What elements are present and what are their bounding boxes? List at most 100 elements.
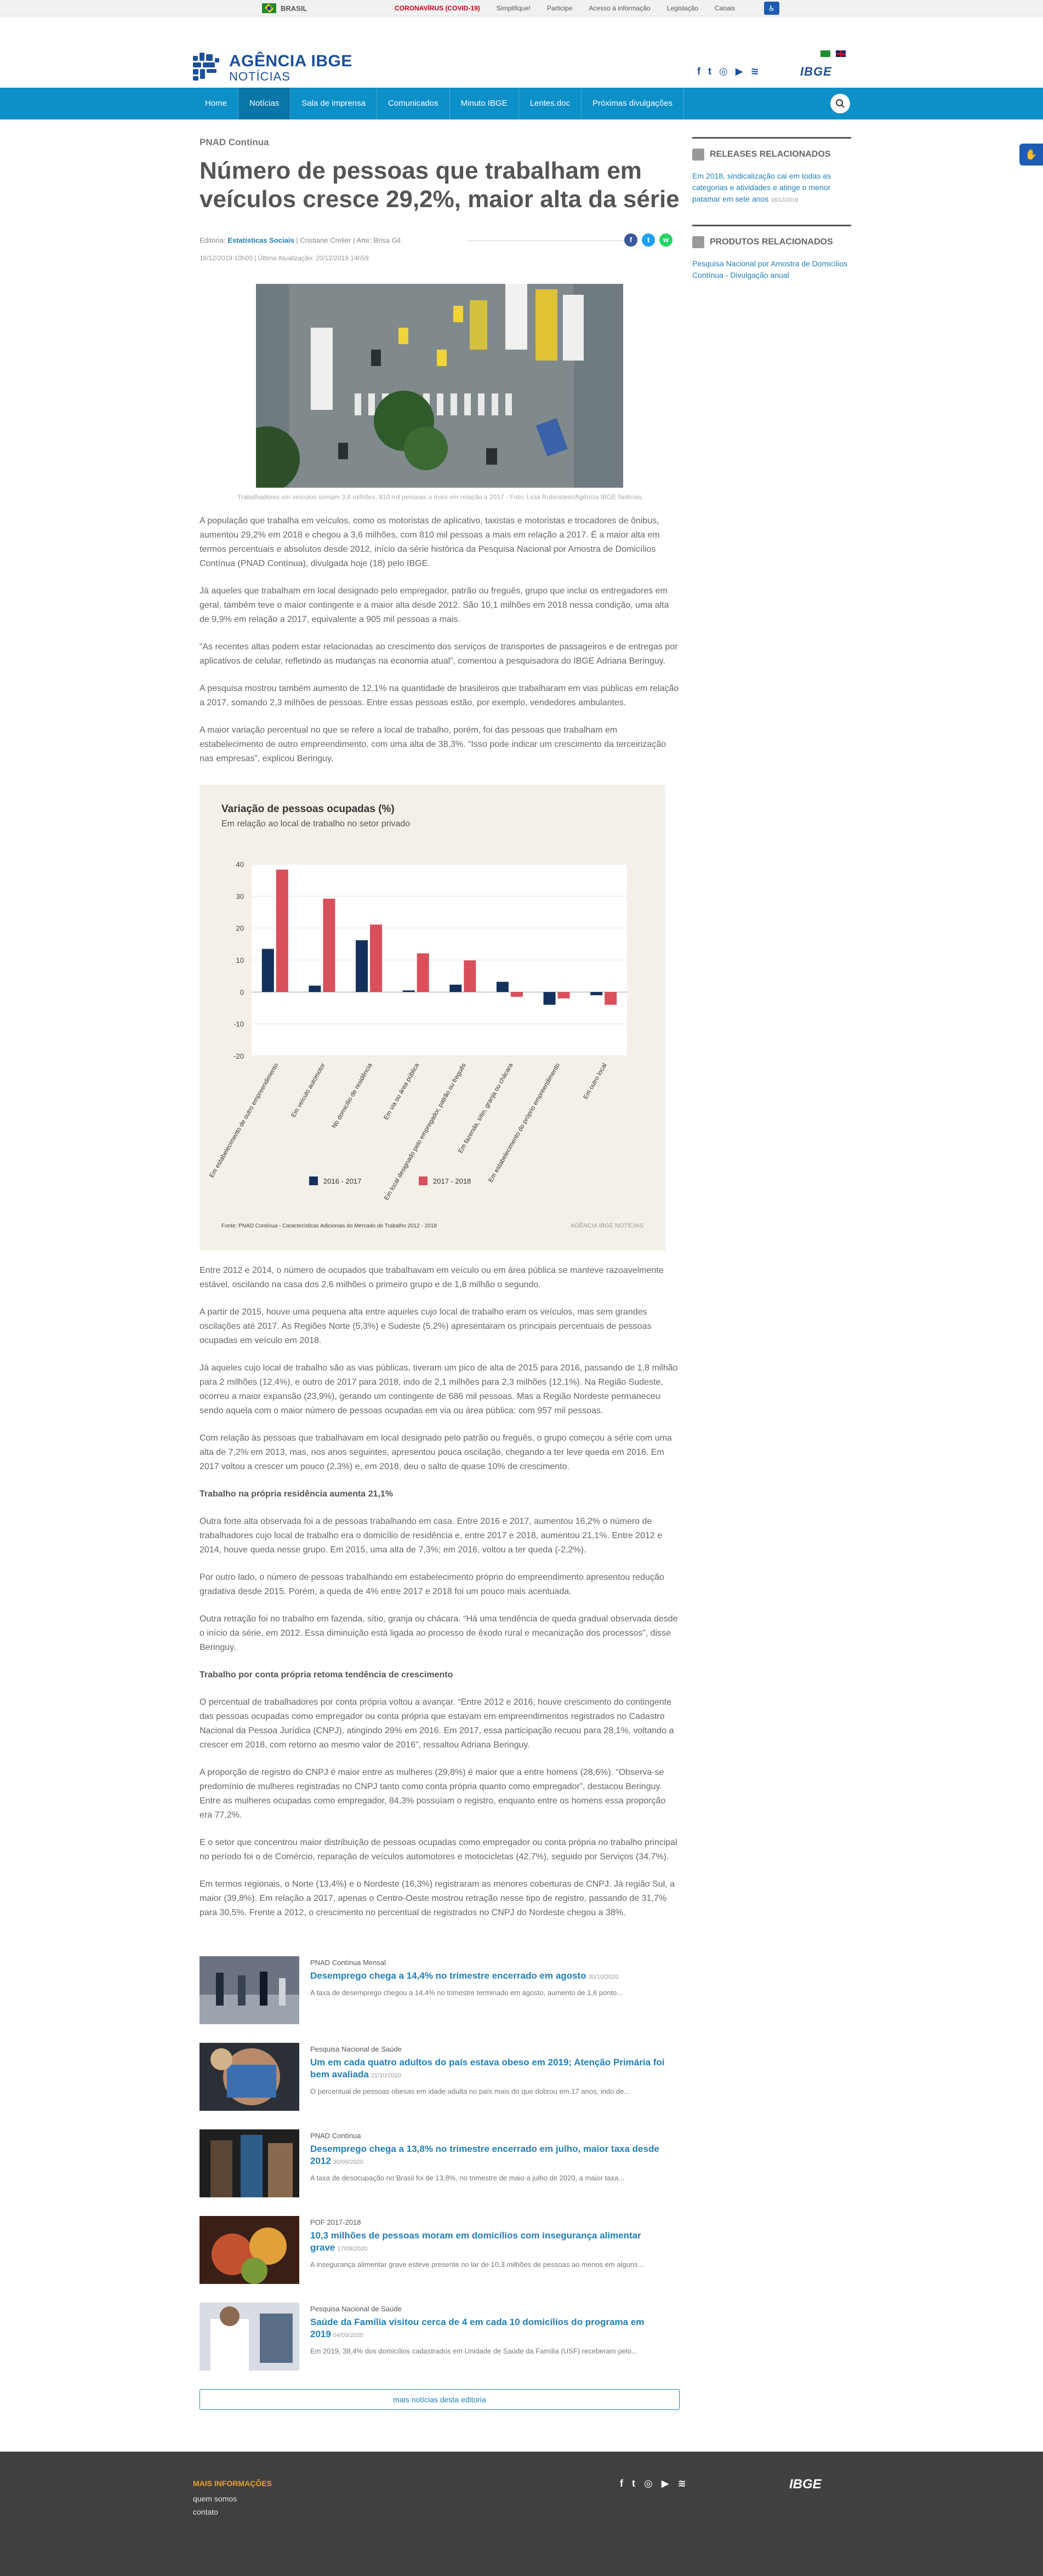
footer-link-quem-somos[interactable]: quem somos bbox=[193, 2494, 237, 2503]
news-title-link[interactable]: 10,3 milhões de pessoas moram em domicíl… bbox=[310, 2230, 641, 2253]
nav-proximas-divulgacoes[interactable]: Próximas divulgações bbox=[582, 88, 684, 119]
site-footer: MAIS INFORMAÇÕES quem somos contato f t … bbox=[0, 2452, 1043, 2576]
footer-social: f t ◎ ▶ ≋ bbox=[620, 2478, 686, 2489]
bar-2017-2018 bbox=[605, 992, 617, 1005]
accessibility-icon[interactable]: ♿ bbox=[764, 2, 779, 15]
legend-swatch bbox=[419, 1176, 428, 1185]
bar-2016-2017 bbox=[496, 981, 509, 992]
x-tick-label: Em veículo automotor bbox=[290, 1062, 327, 1118]
share-whatsapp-icon[interactable]: w bbox=[659, 233, 672, 247]
ibge-logo-icon bbox=[193, 53, 224, 83]
nav-noticias[interactable]: Notícias bbox=[238, 88, 291, 119]
share-facebook-icon[interactable]: f bbox=[624, 233, 637, 247]
product-link[interactable]: Pesquisa Nacional por Amostra de Domicíl… bbox=[692, 259, 848, 279]
twitter-icon[interactable]: t bbox=[708, 66, 711, 77]
news-title-link[interactable]: Um em cada quatro adultos do país estava… bbox=[310, 2057, 665, 2080]
x-tick-label: Em fazenda, sítio, granja ou chácara bbox=[457, 1062, 514, 1155]
news-category: PNAD Contínua bbox=[310, 2132, 361, 2140]
bar-2017-2018 bbox=[417, 953, 429, 992]
brasil-label: BRASIL bbox=[281, 4, 307, 13]
y-tick-label: -20 bbox=[233, 1052, 244, 1060]
news-thumbnail[interactable] bbox=[200, 2216, 299, 2284]
brasil-link[interactable]: BRASIL bbox=[262, 3, 307, 13]
news-title-link[interactable]: Saúde da Família visitou cerca de 4 em c… bbox=[310, 2317, 645, 2339]
news-thumbnail[interactable] bbox=[200, 2043, 299, 2111]
editoria-link[interactable]: Estatísticas Sociais bbox=[227, 236, 294, 244]
paragraph: A maior variação percentual no que se re… bbox=[200, 726, 666, 763]
chart-watermark: AGÊNCIA IBGE NOTÍCIAS bbox=[571, 1222, 643, 1229]
article-kicker: PNAD Contínua bbox=[200, 137, 269, 147]
paragraph: Outra retração foi no trabalho em fazend… bbox=[200, 1614, 678, 1652]
facebook-icon[interactable]: f bbox=[697, 66, 700, 77]
releases-title: RELEASES RELACIONADOS bbox=[710, 150, 831, 159]
bar-2017-2018 bbox=[464, 960, 476, 992]
news-description: O percentual de pessoas obesas em idade … bbox=[310, 2087, 630, 2095]
paragraph: A proporção de registro do CNPJ é maior … bbox=[200, 1768, 666, 1820]
news-date: 04/09/2020 bbox=[333, 2332, 363, 2339]
photo-caption: Trabalhadores em veículos somam 3,6 milh… bbox=[237, 493, 642, 501]
nav-sala-de-imprensa[interactable]: Sala de imprensa bbox=[290, 88, 377, 119]
release-link[interactable]: Em 2018, sindicalização cai em todas as … bbox=[692, 172, 831, 203]
news-title-link[interactable]: Desemprego chega a 14,4% no trimestre en… bbox=[310, 1970, 619, 1981]
accessibility-side-icon[interactable]: ✋ bbox=[1019, 144, 1043, 165]
ibge-brand[interactable]: IBGE bbox=[800, 65, 832, 78]
legend-swatch bbox=[309, 1176, 318, 1185]
nav-lentes-doc[interactable]: Lentes.doc bbox=[519, 88, 582, 119]
gov-link-legislacao[interactable]: Legislação bbox=[666, 4, 698, 12]
paragraph: Em termos regionais, o Norte (13,4%) e o… bbox=[200, 1880, 675, 1917]
bar-2017-2018 bbox=[370, 924, 383, 992]
youtube-icon[interactable]: ▶ bbox=[735, 66, 743, 77]
english-flag-icon[interactable] bbox=[836, 50, 846, 57]
news-thumbnail[interactable] bbox=[200, 1956, 299, 2024]
x-tick-label: Em outro local bbox=[583, 1063, 608, 1101]
gov-link-acesso[interactable]: Acesso à informação bbox=[589, 4, 651, 12]
article-meta: Editoria: Estatísticas Sociais | Cristia… bbox=[200, 233, 680, 247]
gov-links: CORONAVÍRUS (COVID-19) Simplifique! Part… bbox=[395, 4, 735, 12]
rss-icon[interactable]: ≋ bbox=[750, 66, 759, 77]
list-item[interactable]: POF 2017-2018 10,3 milhões de pessoas mo… bbox=[200, 2216, 680, 2284]
paragraph: Já aqueles cujo local de trabalho são as… bbox=[200, 1363, 678, 1415]
footer-ibge-brand[interactable]: IBGE bbox=[789, 2477, 822, 2492]
gov-link-covid[interactable]: CORONAVÍRUS (COVID-19) bbox=[395, 4, 480, 12]
portuguese-flag-icon[interactable] bbox=[820, 50, 830, 57]
footer-instagram-icon[interactable]: ◎ bbox=[644, 2478, 653, 2489]
bar-2016-2017 bbox=[309, 985, 321, 992]
news-title-link[interactable]: Desemprego chega a 13,8% no trimestre en… bbox=[310, 2144, 659, 2166]
instagram-icon[interactable]: ◎ bbox=[719, 66, 728, 77]
news-description: A taxa de desocupação no Brasil foi de 1… bbox=[310, 2174, 625, 2182]
footer-youtube-icon[interactable]: ▶ bbox=[661, 2478, 669, 2489]
gov-link-participe[interactable]: Participe bbox=[546, 4, 573, 12]
gov-link-canais[interactable]: Canais bbox=[714, 4, 736, 12]
related-releases: RELEASES RELACIONADOS Em 2018, sindicali… bbox=[692, 137, 851, 206]
agencia-ibge-logo[interactable]: AGÊNCIA IBGE NOTÍCIAS bbox=[193, 53, 352, 83]
share-twitter-icon[interactable]: t bbox=[642, 233, 655, 247]
list-item[interactable]: PNAD Contínua Mensal Desemprego chega a … bbox=[200, 1956, 680, 2024]
list-item[interactable]: Pesquisa Nacional de Saúde Um em cada qu… bbox=[200, 2043, 680, 2111]
footer-twitter-icon[interactable]: t bbox=[632, 2478, 635, 2489]
news-date: 30/10/2020 bbox=[588, 1974, 619, 1980]
list-item[interactable]: Pesquisa Nacional de Saúde Saúde da Famí… bbox=[200, 2303, 680, 2371]
nav-home[interactable]: Home bbox=[194, 88, 239, 119]
gov-link-simplifique[interactable]: Simplifique! bbox=[496, 4, 531, 12]
news-date: 30/09/2020 bbox=[333, 2159, 363, 2166]
footer-rss-icon[interactable]: ≋ bbox=[677, 2478, 686, 2489]
footer-title: MAIS INFORMAÇÕES bbox=[193, 2479, 272, 2488]
bar-2016-2017 bbox=[543, 992, 556, 1005]
nav-comunicados[interactable]: Comunicados bbox=[377, 88, 450, 119]
news-description: A insegurança alimentar grave esteve pre… bbox=[310, 2260, 644, 2269]
news-thumbnail[interactable] bbox=[200, 2129, 299, 2197]
list-item[interactable]: PNAD Contínua Desemprego chega a 13,8% n… bbox=[200, 2129, 680, 2197]
y-tick-label: 0 bbox=[240, 988, 244, 996]
products-cube-icon bbox=[692, 236, 704, 248]
chart-subtitle: Em relação ao local de trabalho no setor… bbox=[221, 819, 410, 829]
nav-minuto-ibge[interactable]: Minuto IBGE bbox=[450, 88, 519, 119]
search-button[interactable] bbox=[830, 94, 850, 113]
y-tick-label: 40 bbox=[236, 860, 244, 869]
paragraph: E o setor que concentrou maior distribui… bbox=[200, 1838, 677, 1861]
news-category: PNAD Contínua Mensal bbox=[310, 1958, 386, 1967]
news-category: POF 2017-2018 bbox=[310, 2218, 361, 2226]
news-thumbnail[interactable] bbox=[200, 2303, 299, 2371]
more-news-button[interactable]: mais notícias desta editoria bbox=[200, 2389, 680, 2410]
footer-facebook-icon[interactable]: f bbox=[620, 2478, 623, 2489]
footer-link-contato[interactable]: contato bbox=[193, 2508, 218, 2516]
